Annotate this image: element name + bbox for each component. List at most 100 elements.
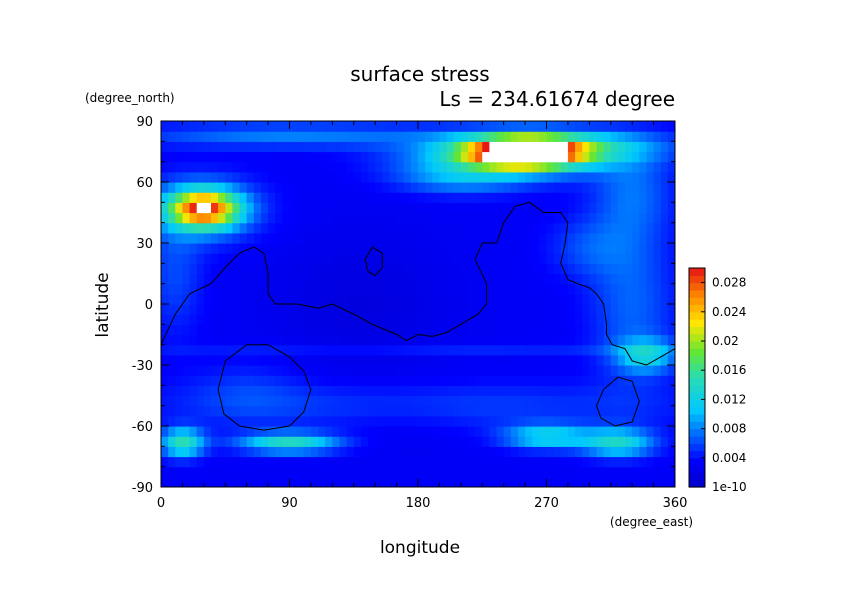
heatmap-cell (496, 232, 505, 244)
heatmap-cell (546, 243, 555, 254)
heatmap-cell (396, 232, 405, 244)
heatmap-cell (182, 161, 191, 173)
heatmap-cell (575, 436, 583, 447)
heatmap-cell (567, 151, 576, 163)
heatmap-cell (360, 365, 369, 376)
heatmap-cell (268, 354, 276, 366)
heatmap-cell (282, 385, 291, 397)
heatmap-cell (532, 354, 540, 366)
heatmap-cell (517, 202, 526, 214)
heatmap-cell (439, 385, 448, 397)
heatmap-cell (182, 232, 191, 244)
colorbar-swatch (689, 282, 705, 291)
heatmap-cell (510, 375, 519, 386)
heatmap-cell (432, 161, 441, 173)
heatmap-cell (567, 263, 576, 275)
heatmap-cell (339, 131, 348, 142)
heatmap-cell (482, 375, 490, 386)
heatmap-cell (168, 456, 176, 468)
heatmap-cell (310, 344, 319, 356)
heatmap-cell (667, 324, 675, 336)
heatmap-cell (610, 354, 619, 366)
heatmap-cell (225, 405, 233, 417)
heatmap-cell (246, 476, 255, 487)
heatmap-cell (210, 426, 219, 437)
heatmap-cell (567, 192, 576, 203)
heatmap-cell (218, 161, 226, 173)
heatmap-cell (382, 121, 391, 132)
heatmap-cell (339, 182, 348, 193)
heatmap-cell (318, 161, 326, 173)
heatmap-cell (275, 243, 283, 254)
heatmap-cell (667, 304, 675, 315)
heatmap-cell (667, 141, 675, 153)
heatmap-cell (389, 476, 398, 487)
heatmap-cell (360, 171, 369, 183)
heatmap-cell (346, 131, 355, 142)
heatmap-cell (325, 151, 333, 163)
heatmap-cell (318, 375, 326, 386)
heatmap-cell (525, 354, 533, 366)
heatmap-cell (489, 293, 498, 305)
heatmap-cell (596, 202, 605, 214)
heatmap-cell (382, 405, 391, 417)
heatmap-cell (346, 232, 355, 244)
heatmap-cell (567, 182, 576, 193)
heatmap-cell (310, 171, 319, 183)
heatmap-cell (360, 253, 369, 264)
heatmap-cell (617, 232, 626, 244)
heatmap-cell (289, 304, 298, 315)
heatmap-cell (218, 446, 226, 458)
heatmap-cell (560, 182, 569, 193)
heatmap-cell (596, 151, 605, 163)
heatmap-cell (446, 344, 455, 356)
heatmap-cell (496, 344, 505, 356)
heatmap-cell (168, 405, 176, 417)
heatmap-cell (203, 151, 212, 163)
heatmap-cell (575, 283, 583, 295)
heatmap-cell (339, 415, 348, 427)
heatmap-cell (218, 202, 226, 214)
heatmap-cell (196, 466, 205, 478)
heatmap-cell (161, 283, 169, 295)
heatmap-cell (296, 314, 305, 325)
heatmap-cell (510, 415, 519, 427)
heatmap-cell (560, 222, 569, 234)
heatmap-cell (218, 354, 226, 366)
heatmap-cell (432, 456, 441, 468)
heatmap-cell (382, 466, 391, 478)
heatmap-cell (582, 466, 590, 478)
heatmap-cell (260, 436, 269, 447)
heatmap-cell (418, 243, 426, 254)
heatmap-cell (575, 141, 583, 153)
heatmap-cell (489, 232, 498, 244)
heatmap-cell (289, 446, 298, 458)
heatmap-cell (368, 212, 376, 224)
heatmap-cell (632, 182, 640, 193)
heatmap-cell (575, 121, 583, 132)
heatmap-cell (403, 232, 412, 244)
heatmap-cell (503, 344, 512, 356)
heatmap-cell (617, 151, 626, 163)
heatmap-cell (475, 436, 483, 447)
heatmap-cell (667, 161, 675, 173)
heatmap-cell (175, 446, 184, 458)
heatmap-cell (553, 456, 562, 468)
heatmap-cell (560, 344, 569, 356)
heatmap-cell (232, 182, 241, 193)
heatmap-cell (453, 232, 462, 244)
heatmap-cell (289, 324, 298, 336)
heatmap-cell (489, 405, 498, 417)
heatmap-cell (439, 263, 448, 275)
heatmap-cell (168, 273, 176, 285)
heatmap-cell (418, 324, 426, 336)
heatmap-cell (603, 324, 612, 336)
heatmap-cell (467, 151, 476, 163)
heatmap-cell (603, 314, 612, 325)
heatmap-cell (589, 171, 598, 183)
heatmap-cell (318, 202, 326, 214)
heatmap-cell (610, 405, 619, 417)
heatmap-cell (368, 232, 376, 244)
heatmap-cell (182, 334, 191, 346)
